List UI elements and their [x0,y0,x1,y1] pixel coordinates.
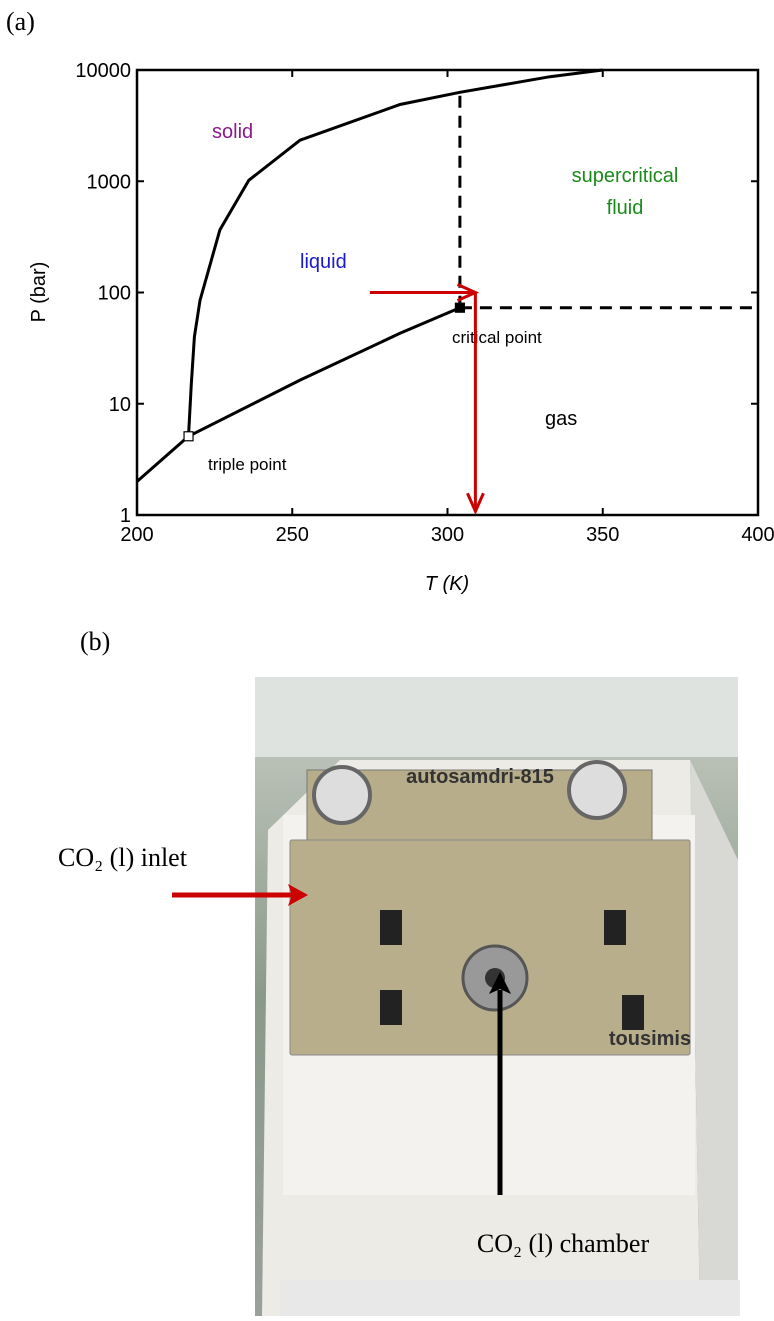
device-label: tousimis [609,1028,691,1050]
x-tick-label: 300 [431,524,464,546]
curve [136,435,190,483]
annotation: solid [212,121,253,143]
annotation: fluid [607,197,644,219]
point [183,431,194,442]
y-axis-label: P (bar) [28,262,50,323]
y-tick-label: 10 [109,394,131,416]
point [454,302,466,313]
annotation: triple point [208,455,287,474]
x-tick-label: 400 [741,524,774,546]
y-tick-label: 100 [98,283,131,305]
curve [187,306,461,438]
annotation: gas [545,408,577,430]
arrow-head [466,492,485,515]
arrow-head [288,884,308,906]
annotation: liquid [300,251,347,273]
y-tick-label: 1 [120,505,131,527]
panel-label: (a) [6,7,35,36]
arrow-head [489,972,511,994]
y-tick-label: 1000 [87,171,132,193]
annotation: critical point [452,328,542,347]
photo-label: CO₂ (l) inlet [58,843,188,872]
y-tick-label: 10000 [75,60,131,82]
x-tick-label: 250 [276,524,309,546]
annotation: supercritical [572,165,679,187]
photo: autosamdri-815 tousimis [255,677,740,1316]
panel-label: (b) [80,627,110,656]
x-axis-label: T (K) [425,573,469,595]
x-tick-label: 200 [120,524,153,546]
curve [187,68,603,437]
device-label: autosamdri-815 [406,766,554,788]
photo-label: CO₂ (l) chamber [477,1229,650,1258]
x-tick-label: 350 [586,524,619,546]
